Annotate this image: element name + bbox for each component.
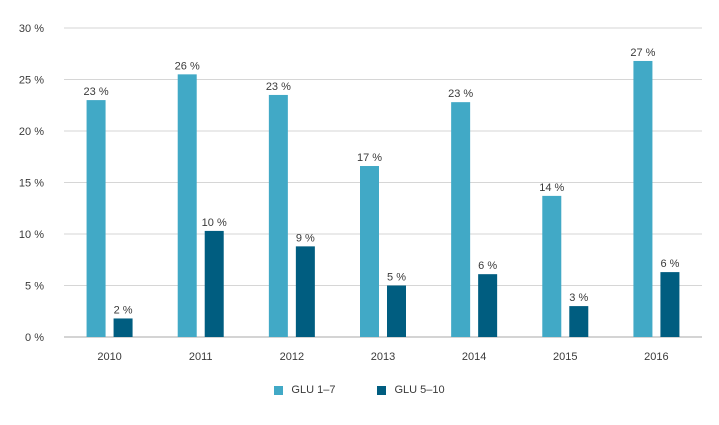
bar-glu-5-10-2012 [295, 246, 315, 337]
y-tick-label-0: 0 % [25, 332, 44, 344]
data-label-glu-5-10-2012: 9 % [296, 232, 315, 244]
data-label-glu-5-10-2011: 10 % [202, 217, 227, 229]
legend-swatch-glu-1-7 [274, 385, 284, 395]
bar-glu-1-7-2012 [268, 94, 288, 337]
bar-glu-1-7-2014 [451, 102, 471, 337]
y-tick-label-30: 30 % [19, 23, 44, 35]
bar-glu-1-7-2011 [177, 74, 197, 337]
data-label-glu-5-10-2010: 2 % [114, 304, 133, 316]
bar-glu-1-7-2013 [360, 166, 379, 337]
bar-glu-5-10-2014 [478, 274, 498, 337]
data-label-glu-1-7-2013: 17 % [357, 152, 382, 164]
data-label-glu-5-10-2015: 3 % [569, 292, 588, 304]
y-tick-label-15: 15 % [19, 178, 44, 190]
data-label-glu-1-7-2014: 23 % [448, 88, 473, 100]
x-tick-label-2010: 2010 [97, 351, 121, 363]
data-label-glu-1-7-2015: 14 % [539, 182, 564, 194]
x-tick-label-2014: 2014 [462, 351, 486, 363]
bar-glu-5-10-2013 [387, 285, 406, 337]
data-label-glu-1-7-2010: 23 % [84, 86, 109, 98]
x-tick-label-2012: 2012 [280, 351, 304, 363]
data-label-glu-1-7-2011: 26 % [175, 60, 200, 72]
chart-legend: GLU 1–7 GLU 5–10 [0, 384, 719, 396]
legend-item-glu-5-10: GLU 5–10 [377, 384, 445, 396]
bar-glu-1-7-2015 [542, 195, 562, 337]
x-tick-label-2013: 2013 [371, 351, 395, 363]
bar-glu-5-10-2010 [113, 318, 133, 337]
legend-label-glu-5-10: GLU 5–10 [394, 384, 445, 396]
bar-glu-1-7-2016 [633, 60, 653, 338]
legend-item-glu-1-7: GLU 1–7 [274, 384, 335, 396]
data-label-glu-5-10-2014: 6 % [478, 260, 497, 272]
legend-label-glu-1-7: GLU 1–7 [291, 384, 336, 396]
data-label-glu-1-7-2016: 27 % [630, 47, 655, 59]
y-tick-label-20: 20 % [19, 126, 44, 138]
bar-glu-1-7-2010 [86, 100, 106, 337]
data-label-glu-5-10-2013: 5 % [387, 272, 406, 284]
y-tick-label-25: 25 % [19, 75, 44, 87]
y-tick-label-10: 10 % [19, 229, 44, 241]
x-tick-label-2011: 2011 [189, 351, 213, 363]
bar-glu-5-10-2016 [660, 272, 680, 337]
x-tick-label-2015: 2015 [553, 351, 577, 363]
legend-swatch-glu-5-10 [377, 385, 387, 395]
x-tick-label-2016: 2016 [644, 351, 668, 363]
bar-glu-5-10-2015 [569, 306, 589, 337]
bar-glu-5-10-2011 [204, 230, 224, 337]
y-tick-label-5: 5 % [25, 281, 44, 293]
data-label-glu-1-7-2012: 23 % [266, 81, 291, 93]
data-label-glu-5-10-2016: 6 % [660, 258, 679, 270]
